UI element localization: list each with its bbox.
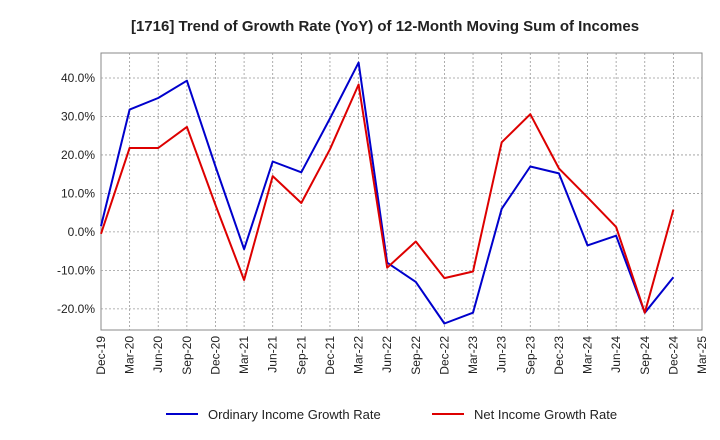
legend-label-ordinary: Ordinary Income Growth Rate (208, 407, 381, 422)
x-tick-label: Jun-24 (609, 336, 623, 373)
grid-horizontal (101, 77, 702, 310)
y-tick-label: 10.0% (61, 186, 95, 200)
chart-title: [1716] Trend of Growth Rate (YoY) of 12-… (131, 18, 639, 35)
series-line-net-income (100, 83, 675, 314)
y-tick-label: -10.0% (57, 263, 95, 277)
series-group (100, 61, 675, 325)
legend-label-net: Net Income Growth Rate (474, 407, 617, 422)
x-tick-label: Dec-22 (437, 336, 451, 375)
x-tick-label: Sep-23 (523, 336, 537, 375)
x-tick-label: Dec-20 (208, 336, 222, 375)
y-tick-label: 40.0% (61, 71, 95, 85)
y-tick-label: -20.0% (57, 302, 95, 316)
x-tick-label: Mar-20 (123, 336, 137, 374)
x-tick-label: Dec-23 (552, 336, 566, 375)
x-axis: Dec-19 Mar-20 Jun-20 Sep-20 Dec-20 Mar-21 Jun-… (94, 336, 709, 375)
x-tick-label: Mar-23 (466, 336, 480, 374)
x-tick-label: Dec-19 (94, 336, 108, 375)
x-tick-label: Mar-22 (352, 336, 366, 374)
x-tick-label: Jun-21 (266, 336, 280, 373)
x-tick-label: Dec-21 (323, 336, 337, 375)
x-tick-label: Sep-21 (294, 336, 308, 375)
x-tick-label: Jun-20 (151, 336, 165, 373)
x-tick-label: Jun-23 (495, 336, 509, 373)
x-tick-label: Dec-24 (666, 336, 680, 375)
x-tick-label: Sep-20 (180, 336, 194, 375)
legend: Ordinary Income Growth Rate Net Income G… (166, 407, 617, 422)
x-tick-label: Mar-21 (237, 336, 251, 374)
y-tick-label: 20.0% (61, 148, 95, 162)
x-tick-label: Mar-24 (581, 336, 595, 374)
x-tick-label: Sep-24 (638, 336, 652, 375)
x-tick-label: Mar-25 (695, 336, 709, 374)
y-tick-label: 0.0% (68, 225, 96, 239)
x-tick-label: Jun-22 (380, 336, 394, 373)
plot-area (100, 52, 703, 331)
x-tick-label: Sep-22 (409, 336, 423, 375)
y-tick-label: 30.0% (61, 109, 95, 123)
y-axis: -20.0% -10.0% 0.0% 10.0% 20.0% 30.0% 40.0% (57, 71, 95, 316)
